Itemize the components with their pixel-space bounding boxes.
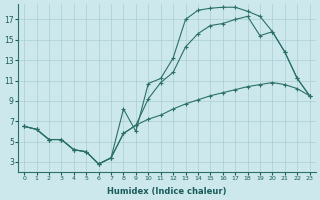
X-axis label: Humidex (Indice chaleur): Humidex (Indice chaleur) xyxy=(107,187,227,196)
